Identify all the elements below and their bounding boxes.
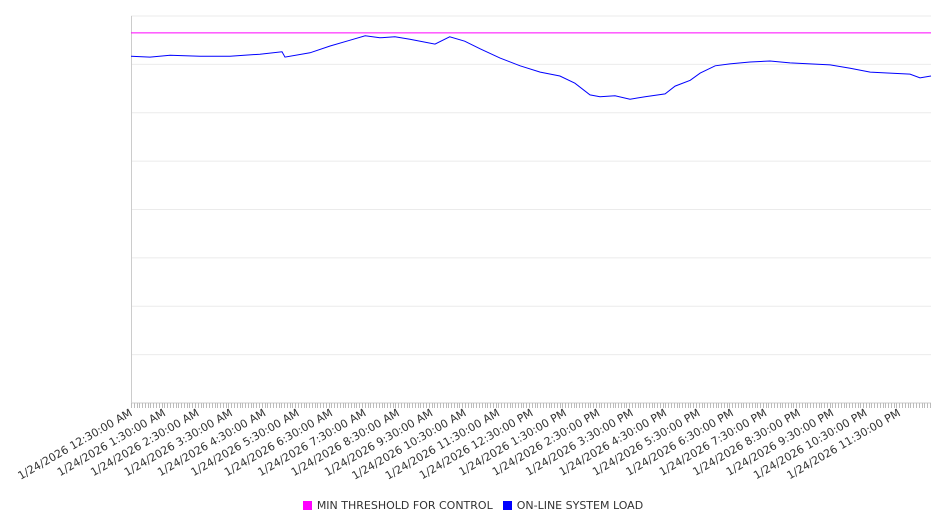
legend: MIN THRESHOLD FOR CONTROL ON-LINE SYSTEM… bbox=[0, 499, 946, 512]
legend-swatch-threshold bbox=[302, 501, 312, 510]
legend-label-threshold: MIN THRESHOLD FOR CONTROL bbox=[316, 499, 493, 512]
legend-swatch-load bbox=[502, 501, 512, 510]
legend-label-load: ON-LINE SYSTEM LOAD bbox=[516, 499, 644, 512]
series-line-1 bbox=[130, 35, 932, 100]
legend-item-load[interactable]: ON-LINE SYSTEM LOAD bbox=[502, 499, 644, 512]
series-lines bbox=[130, 32, 932, 100]
grid-lines bbox=[131, 15, 931, 404]
legend-item-threshold[interactable]: MIN THRESHOLD FOR CONTROL bbox=[302, 499, 493, 512]
x-axis-tick-labels: 1/24/2026 12:30:00 AM1/24/2026 1:30:00 A… bbox=[16, 406, 903, 482]
x-axis-minor-ticks bbox=[131, 403, 931, 408]
